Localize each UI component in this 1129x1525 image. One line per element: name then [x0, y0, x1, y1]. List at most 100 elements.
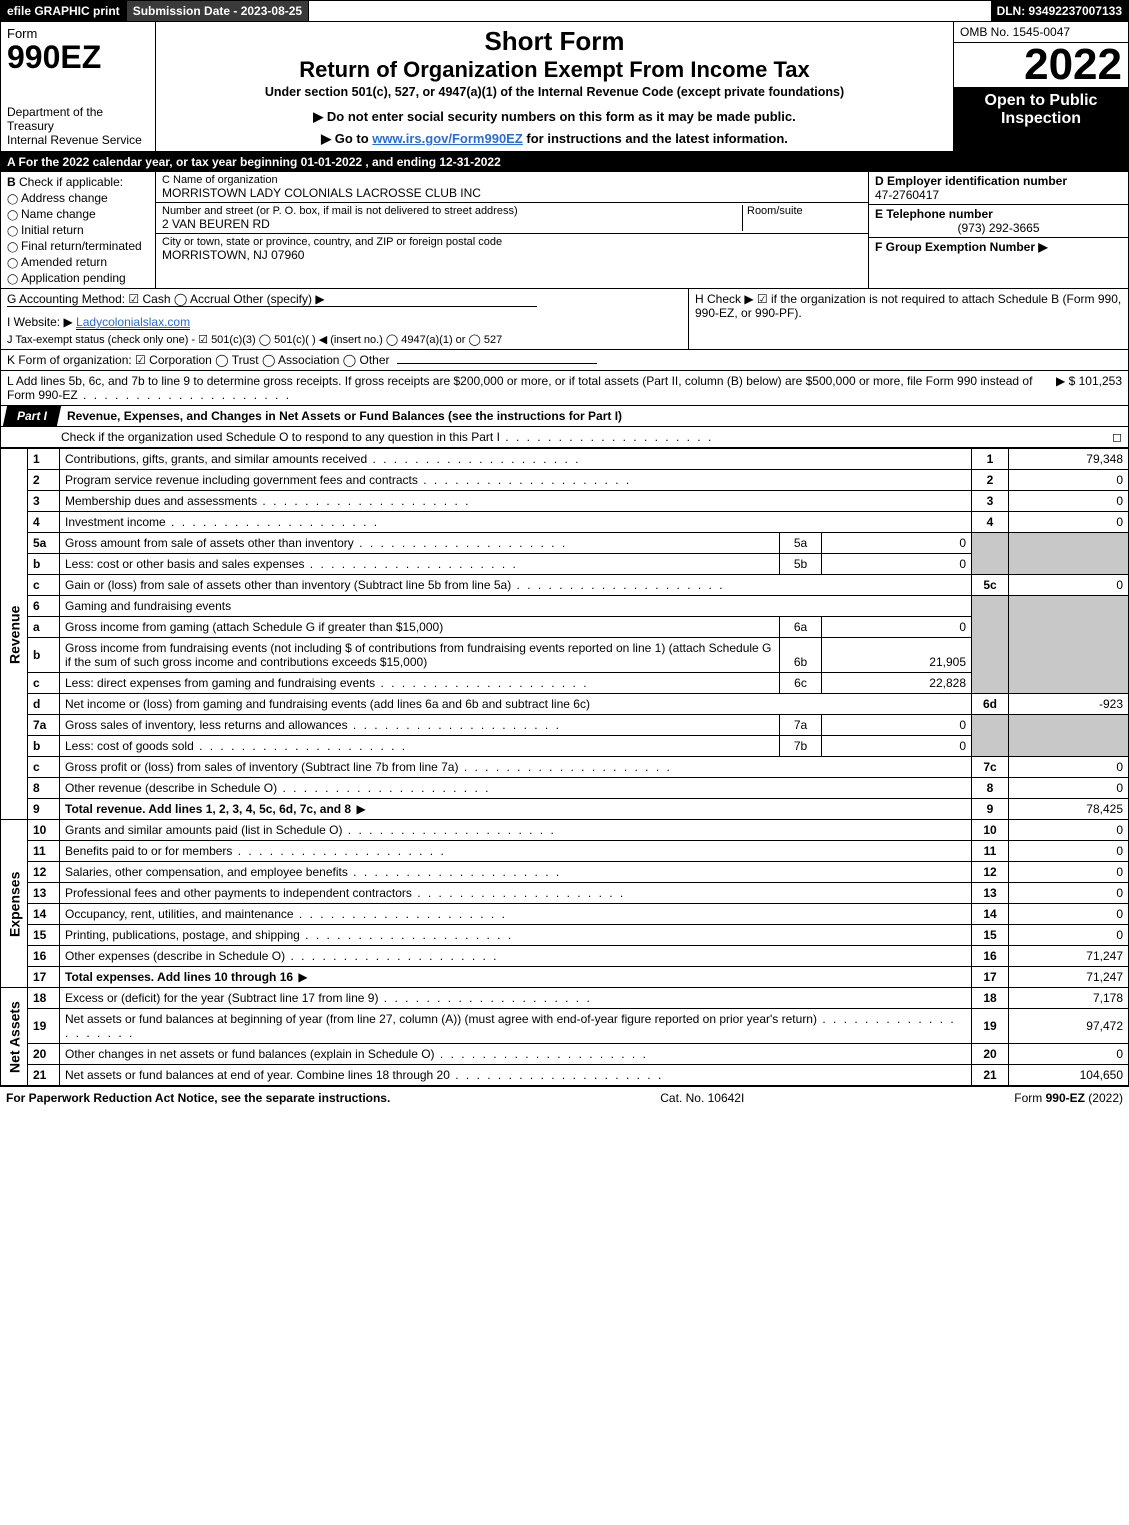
r6b-desc: Gross income from fundraising events (no…	[60, 638, 780, 673]
r5b-il: 5b	[780, 554, 822, 575]
r7b-il: 7b	[780, 736, 822, 757]
r8-num: 8	[28, 778, 60, 799]
street-address: 2 VAN BEUREN RD	[162, 217, 742, 231]
goto-line: ▶ Go to www.irs.gov/Form990EZ for instru…	[321, 131, 788, 147]
opt-name-change[interactable]: Name change	[7, 207, 149, 221]
label-b: B	[7, 175, 16, 189]
under-section: Under section 501(c), 527, or 4947(a)(1)…	[265, 85, 844, 99]
r18-desc: Excess or (deficit) for the year (Subtra…	[60, 988, 972, 1009]
r5c-desc: Gain or (loss) from sale of assets other…	[60, 575, 972, 596]
r3-desc: Membership dues and assessments	[60, 491, 972, 512]
r18-box: 18	[972, 988, 1009, 1009]
r19-amt: 97,472	[1009, 1009, 1129, 1044]
g-line: G Accounting Method: ☑ Cash ◯ Accrual Ot…	[7, 292, 537, 307]
r7a-num: 7a	[28, 715, 60, 736]
h-text: H Check ▶ ☑ if the organization is not r…	[695, 292, 1122, 320]
r7-greyamt	[1009, 715, 1129, 757]
form-header-right: OMB No. 1545-0047 2022 Open to Public In…	[953, 22, 1128, 151]
block-bcdef: B Check if applicable: Address change Na…	[0, 172, 1129, 289]
website-link[interactable]: Ladycolonialslax.com	[76, 315, 190, 330]
r7c-amt: 0	[1009, 757, 1129, 778]
cell-address: Number and street (or P. O. box, if mail…	[156, 203, 868, 234]
col-c: C Name of organization MORRISTOWN LADY C…	[156, 172, 868, 288]
r3-num: 3	[28, 491, 60, 512]
cell-org-name: C Name of organization MORRISTOWN LADY C…	[156, 172, 868, 203]
part1-sub: Check if the organization used Schedule …	[0, 427, 1129, 448]
r17-amt: 71,247	[1009, 967, 1129, 988]
r9-desc: Total revenue. Add lines 1, 2, 3, 4, 5c,…	[60, 799, 972, 820]
j-tax-exempt: J Tax-exempt status (check only one) - ☑…	[7, 333, 682, 346]
r19-num: 19	[28, 1009, 60, 1044]
r4-box: 4	[972, 512, 1009, 533]
r7c-num: c	[28, 757, 60, 778]
row-5b: b Less: cost or other basis and sales ex…	[1, 554, 1129, 575]
r12-amt: 0	[1009, 862, 1129, 883]
r6a-iv: 0	[822, 617, 972, 638]
r15-amt: 0	[1009, 925, 1129, 946]
r11-desc: Benefits paid to or for members	[60, 841, 972, 862]
r9-amt: 78,425	[1009, 799, 1129, 820]
short-form-title: Short Form	[484, 26, 624, 57]
r7c-box: 7c	[972, 757, 1009, 778]
r10-box: 10	[972, 820, 1009, 841]
r6b-iv: 21,905	[822, 638, 972, 673]
r13-num: 13	[28, 883, 60, 904]
row-7b: b Less: cost of goods sold 7b 0	[1, 736, 1129, 757]
return-title: Return of Organization Exempt From Incom…	[299, 57, 810, 83]
r2-box: 2	[972, 470, 1009, 491]
r17-desc: Total expenses. Add lines 10 through 16	[60, 967, 972, 988]
r6-desc: Gaming and fundraising events	[60, 596, 972, 617]
part1-sub-box[interactable]: ◻	[1112, 430, 1122, 444]
r21-num: 21	[28, 1065, 60, 1086]
opt-final-return[interactable]: Final return/terminated	[7, 239, 149, 253]
r5b-desc: Less: cost or other basis and sales expe…	[60, 554, 780, 575]
r6c-il: 6c	[780, 673, 822, 694]
part1-header: Part I Revenue, Expenses, and Changes in…	[0, 406, 1129, 427]
f-label: F Group Exemption Number ▶	[875, 240, 1048, 254]
tax-year: 2022	[954, 43, 1128, 88]
row-18: Net Assets 18 Excess or (deficit) for th…	[1, 988, 1129, 1009]
cell-ein: D Employer identification number 47-2760…	[869, 172, 1128, 205]
goto-post: for instructions and the latest informat…	[523, 131, 788, 146]
r4-num: 4	[28, 512, 60, 533]
h-check: H Check ▶ ☑ if the organization is not r…	[688, 289, 1128, 349]
row-3: 3 Membership dues and assessments 3 0	[1, 491, 1129, 512]
opt-address-change[interactable]: Address change	[7, 191, 149, 205]
opt-initial-return[interactable]: Initial return	[7, 223, 149, 237]
part1-title: Revenue, Expenses, and Changes in Net As…	[59, 406, 1128, 426]
d-label: D Employer identification number	[875, 174, 1122, 188]
efile-print[interactable]: efile GRAPHIC print	[1, 1, 127, 21]
row-6d: d Net income or (loss) from gaming and f…	[1, 694, 1129, 715]
r6d-amt: -923	[1009, 694, 1129, 715]
r7b-num: b	[28, 736, 60, 757]
row-1: Revenue 1 Contributions, gifts, grants, …	[1, 449, 1129, 470]
check-if: Check if applicable:	[19, 175, 123, 189]
opt-application-pending[interactable]: Application pending	[7, 271, 149, 285]
col-d: D Employer identification number 47-2760…	[868, 172, 1128, 288]
r12-box: 12	[972, 862, 1009, 883]
r13-amt: 0	[1009, 883, 1129, 904]
footer-left: For Paperwork Reduction Act Notice, see …	[6, 1091, 390, 1105]
r17-num: 17	[28, 967, 60, 988]
r14-num: 14	[28, 904, 60, 925]
row-5a: 5a Gross amount from sale of assets othe…	[1, 533, 1129, 554]
row-17: 17 Total expenses. Add lines 10 through …	[1, 967, 1129, 988]
r9-desc-b: Total revenue. Add lines 1, 2, 3, 4, 5c,…	[65, 802, 351, 816]
city-label: City or town, state or province, country…	[162, 236, 862, 248]
r7a-iv: 0	[822, 715, 972, 736]
r15-box: 15	[972, 925, 1009, 946]
row-21: 21 Net assets or fund balances at end of…	[1, 1065, 1129, 1086]
r1-num: 1	[28, 449, 60, 470]
r11-box: 11	[972, 841, 1009, 862]
r6a-desc: Gross income from gaming (attach Schedul…	[60, 617, 780, 638]
r5c-num: c	[28, 575, 60, 596]
form-header-left: Form 990EZ Department of the Treasury In…	[1, 22, 156, 151]
irs-link[interactable]: www.irs.gov/Form990EZ	[372, 131, 523, 146]
r6d-desc: Net income or (loss) from gaming and fun…	[60, 694, 972, 715]
r7a-il: 7a	[780, 715, 822, 736]
r9-box: 9	[972, 799, 1009, 820]
row-5c: c Gain or (loss) from sale of assets oth…	[1, 575, 1129, 596]
opt-amended-return[interactable]: Amended return	[7, 255, 149, 269]
r13-box: 13	[972, 883, 1009, 904]
r18-num: 18	[28, 988, 60, 1009]
